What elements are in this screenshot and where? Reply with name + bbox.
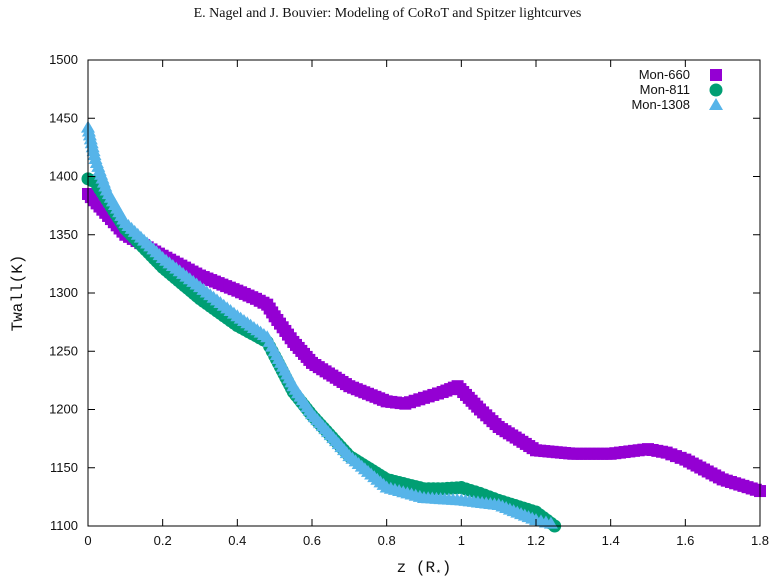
legend-label: Mon-1308 bbox=[631, 97, 690, 112]
x-tick-label: 0.2 bbox=[154, 533, 172, 548]
y-tick-label: 1200 bbox=[49, 402, 78, 417]
legend-marker bbox=[710, 69, 722, 81]
y-tick-label: 1400 bbox=[49, 169, 78, 184]
y-tick-label: 1100 bbox=[50, 518, 78, 533]
x-tick-label: 1.4 bbox=[602, 533, 620, 548]
y-axis-label: Twall(K) bbox=[9, 255, 27, 332]
x-tick-label: 0.4 bbox=[228, 533, 246, 548]
x-axis-label-main: z (R bbox=[397, 559, 436, 577]
y-tick-label: 1500 bbox=[49, 52, 78, 67]
x-tick-label: 0.6 bbox=[303, 533, 321, 548]
y-tick-label: 1350 bbox=[49, 227, 78, 242]
x-axis-label-subscript: ⋆ bbox=[435, 567, 442, 578]
legend-marker bbox=[709, 98, 723, 110]
x-axis-label: z (R⋆) bbox=[397, 559, 452, 578]
y-tick-label: 1250 bbox=[49, 343, 78, 358]
series-mon-1308 bbox=[81, 120, 558, 529]
running-title: E. Nagel and J. Bouvier: Modeling of CoR… bbox=[193, 6, 582, 21]
x-tick-label: 0.8 bbox=[378, 533, 396, 548]
x-tick-label: 1.2 bbox=[527, 533, 545, 548]
x-tick-label: 1.6 bbox=[676, 533, 694, 548]
y-tick-label: 1300 bbox=[49, 285, 78, 300]
x-axis-label-close: ) bbox=[442, 559, 452, 577]
x-tick-label: 1 bbox=[458, 533, 465, 548]
x-tick-label: 1.8 bbox=[751, 533, 769, 548]
y-tick-label: 1450 bbox=[49, 110, 78, 125]
legend-label: Mon-811 bbox=[640, 82, 690, 97]
legend-label: Mon-660 bbox=[639, 67, 690, 82]
series-mon-811 bbox=[81, 172, 562, 533]
axes: 0 0.2 0.4 0.6 0.8 1 1.2 1.4 1.6 1.8 1100 1150 1200 12… bbox=[49, 52, 769, 548]
legend-marker bbox=[709, 83, 723, 97]
x-tick-label: 0 bbox=[84, 533, 91, 548]
chart-marks bbox=[81, 120, 766, 533]
y-tick-label: 1150 bbox=[50, 460, 78, 475]
series-mon-660 bbox=[82, 187, 766, 498]
